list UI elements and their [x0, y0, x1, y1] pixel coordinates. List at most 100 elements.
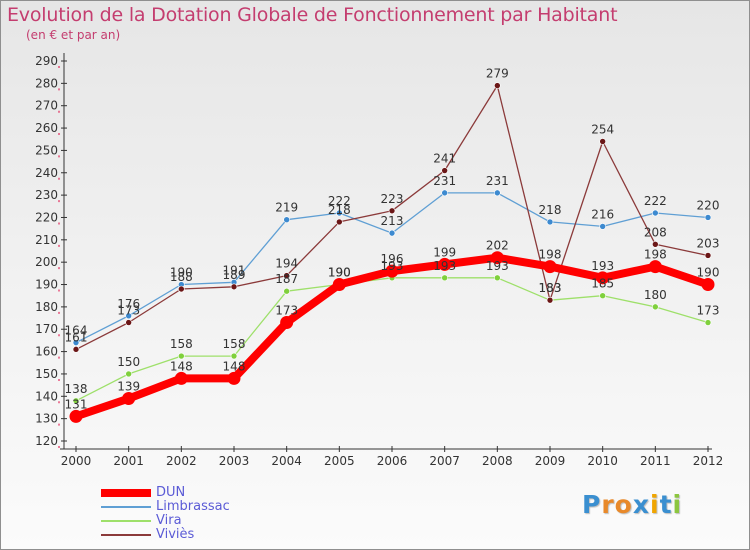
data-label: 190 — [328, 266, 351, 280]
y-tick-label: 230 — [35, 188, 58, 202]
legend-label: DUN — [156, 485, 186, 500]
proxiti-logo: Proxiti — [582, 490, 682, 519]
data-point — [174, 371, 188, 385]
data-label: 193 — [486, 259, 509, 273]
legend-swatch — [101, 489, 151, 497]
data-point — [704, 319, 712, 326]
data-label: 219 — [275, 201, 298, 215]
data-label: 187 — [275, 272, 298, 286]
x-tick-label: 2012 — [693, 454, 724, 468]
data-point — [125, 370, 132, 378]
data-label: 198 — [644, 248, 667, 262]
y-tick-label: 170 — [35, 322, 58, 336]
data-label: 131 — [65, 397, 88, 411]
data-label: 176 — [117, 297, 140, 311]
data-point — [596, 271, 610, 285]
data-point — [652, 303, 659, 311]
data-point — [178, 352, 185, 360]
x-tick-label: 2002 — [166, 454, 197, 468]
data-point — [652, 209, 659, 217]
data-label: 223 — [381, 192, 404, 206]
data-label: 196 — [381, 252, 404, 266]
y-tick-label: 240 — [35, 166, 58, 180]
data-label: 190 — [170, 266, 193, 280]
data-point — [283, 216, 290, 224]
data-point — [72, 346, 80, 353]
data-label: 173 — [117, 304, 140, 318]
chart-title: Evolution de la Dotation Globale de Fonc… — [7, 4, 618, 26]
legend-label: Vira — [156, 513, 182, 528]
data-label: 193 — [381, 259, 404, 273]
data-label: 222 — [328, 194, 351, 208]
legend-swatch — [101, 506, 151, 508]
logo-letter: i — [650, 490, 660, 519]
data-label: 189 — [223, 268, 246, 282]
data-label: 173 — [275, 304, 298, 318]
data-label: 241 — [433, 152, 456, 166]
data-point — [599, 138, 606, 145]
y-tick-label: 190 — [35, 278, 58, 292]
data-point — [438, 257, 452, 271]
legend-label: Viviès — [156, 527, 195, 542]
y-tick-label: 120 — [35, 434, 58, 448]
data-point — [230, 352, 238, 360]
x-tick-label: 2001 — [113, 454, 144, 468]
data-point — [441, 274, 448, 282]
data-label: 191 — [223, 263, 246, 277]
logo-letter: x — [632, 490, 650, 519]
legend-label: Limbrassac — [156, 499, 230, 514]
data-label: 158 — [170, 337, 193, 351]
data-point — [332, 278, 346, 292]
data-point — [441, 189, 448, 197]
chart-subtitle: (en € et par an) — [26, 28, 121, 42]
y-tick-label: 260 — [35, 121, 58, 135]
data-label: 161 — [65, 330, 88, 344]
y-tick-label: 290 — [35, 54, 58, 68]
data-label: 213 — [381, 214, 404, 228]
data-label: 202 — [486, 239, 509, 253]
legend-swatch — [101, 520, 151, 522]
y-tick-label: 210 — [35, 233, 58, 247]
data-label: 193 — [433, 259, 456, 273]
data-label: 185 — [591, 277, 614, 291]
x-tick-label: 2000 — [61, 454, 92, 468]
data-point — [69, 409, 83, 423]
data-point — [230, 283, 238, 291]
data-label: 183 — [539, 281, 562, 295]
data-label: 254 — [591, 122, 614, 136]
x-tick-label: 2010 — [587, 454, 618, 468]
data-point — [125, 312, 132, 320]
y-tick-label: 270 — [35, 99, 58, 113]
data-point — [494, 274, 501, 282]
data-point — [441, 167, 448, 174]
logo-letter: i — [672, 490, 683, 519]
data-label: 173 — [697, 304, 720, 318]
data-label: 218 — [328, 203, 351, 217]
data-point — [336, 209, 343, 217]
data-label: 190 — [328, 266, 351, 280]
y-tick-label: 220 — [35, 210, 58, 224]
data-point — [388, 229, 396, 237]
data-label: 231 — [486, 174, 509, 188]
data-label: 220 — [697, 198, 720, 212]
data-point — [704, 214, 712, 221]
x-tick-label: 2005 — [324, 454, 355, 468]
x-tick-label: 2006 — [377, 454, 408, 468]
data-point — [599, 223, 606, 230]
data-point — [336, 218, 343, 226]
data-point — [494, 189, 501, 197]
data-point — [546, 296, 554, 304]
data-label: 139 — [117, 380, 140, 394]
data-label: 279 — [486, 67, 509, 81]
x-tick-label: 2008 — [482, 454, 513, 468]
data-label: 148 — [170, 359, 193, 373]
data-point — [388, 207, 396, 215]
y-tick-label: 160 — [35, 345, 58, 359]
data-label: 180 — [644, 288, 667, 302]
data-label: 190 — [697, 266, 720, 280]
x-tick-label: 2011 — [640, 454, 671, 468]
data-label: 199 — [433, 245, 456, 259]
data-label: 158 — [223, 337, 246, 351]
